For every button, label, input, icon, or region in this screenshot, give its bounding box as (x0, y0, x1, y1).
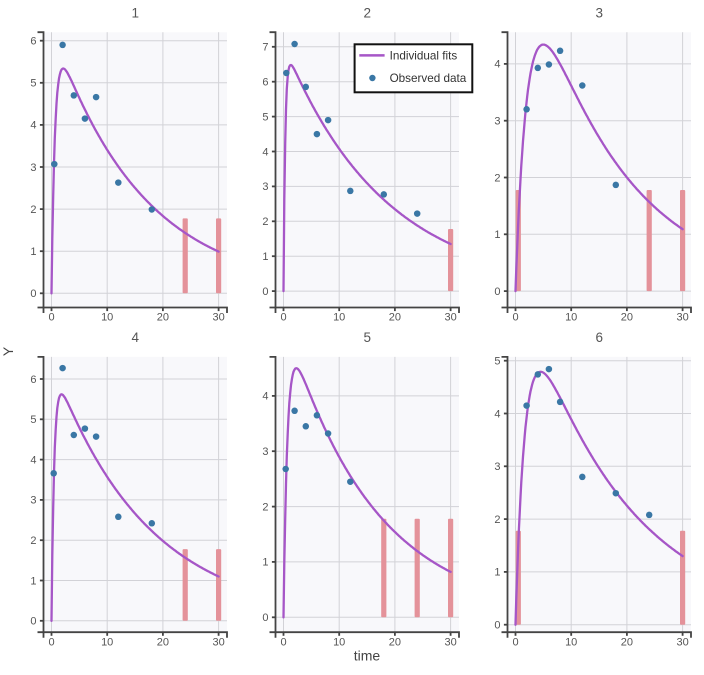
svg-text:time: time (354, 648, 381, 664)
svg-text:3: 3 (262, 446, 268, 458)
svg-text:4: 4 (494, 408, 500, 420)
svg-text:30: 30 (444, 312, 456, 324)
svg-text:5: 5 (30, 414, 36, 426)
svg-text:Y: Y (0, 346, 16, 356)
svg-text:2: 2 (494, 514, 500, 526)
svg-text:30: 30 (212, 312, 224, 324)
svg-text:0: 0 (494, 620, 500, 632)
svg-text:0: 0 (494, 286, 500, 298)
svg-text:4: 4 (131, 330, 139, 345)
svg-text:7: 7 (262, 42, 268, 54)
svg-text:1: 1 (30, 575, 36, 587)
svg-text:3: 3 (30, 495, 36, 507)
svg-text:2: 2 (262, 501, 268, 513)
svg-text:10: 10 (565, 312, 577, 324)
svg-text:5: 5 (494, 356, 500, 368)
svg-text:0: 0 (30, 288, 36, 300)
svg-text:0: 0 (262, 612, 268, 624)
svg-text:1: 1 (30, 246, 36, 258)
svg-text:2: 2 (30, 204, 36, 216)
svg-text:4: 4 (30, 120, 36, 132)
svg-text:3: 3 (262, 181, 268, 193)
svg-text:20: 20 (621, 636, 633, 648)
svg-text:20: 20 (389, 636, 401, 648)
svg-text:2: 2 (30, 535, 36, 547)
svg-text:10: 10 (333, 636, 345, 648)
svg-text:2: 2 (262, 216, 268, 228)
svg-text:3: 3 (595, 6, 603, 21)
svg-text:3: 3 (30, 162, 36, 174)
svg-text:3: 3 (494, 461, 500, 473)
svg-text:20: 20 (157, 636, 169, 648)
svg-text:3: 3 (494, 116, 500, 128)
svg-text:30: 30 (676, 312, 688, 324)
svg-text:4: 4 (30, 454, 36, 466)
svg-text:0: 0 (30, 616, 36, 628)
svg-text:6: 6 (262, 77, 268, 89)
svg-text:Individual fits: Individual fits (390, 50, 458, 63)
svg-text:2: 2 (363, 6, 371, 21)
svg-text:0: 0 (512, 312, 518, 324)
svg-text:10: 10 (101, 636, 113, 648)
svg-text:2: 2 (494, 172, 500, 184)
svg-text:20: 20 (389, 312, 401, 324)
svg-text:4: 4 (494, 59, 500, 71)
svg-text:1: 1 (131, 6, 139, 21)
svg-text:6: 6 (30, 36, 36, 48)
svg-text:1: 1 (262, 251, 268, 263)
svg-text:1: 1 (494, 229, 500, 241)
svg-text:0: 0 (262, 286, 268, 298)
svg-text:4: 4 (262, 391, 268, 403)
svg-text:5: 5 (30, 78, 36, 90)
svg-text:30: 30 (212, 636, 224, 648)
svg-text:6: 6 (30, 374, 36, 386)
svg-text:10: 10 (333, 312, 345, 324)
svg-text:0: 0 (280, 636, 286, 648)
svg-text:1: 1 (262, 557, 268, 569)
svg-text:0: 0 (280, 312, 286, 324)
svg-text:10: 10 (101, 312, 113, 324)
svg-text:4: 4 (262, 146, 268, 158)
svg-text:20: 20 (621, 312, 633, 324)
svg-text:30: 30 (444, 636, 456, 648)
svg-text:5: 5 (363, 330, 371, 345)
svg-text:6: 6 (595, 330, 603, 345)
svg-text:30: 30 (676, 636, 688, 648)
svg-text:5: 5 (262, 111, 268, 123)
svg-text:0: 0 (512, 636, 518, 648)
svg-text:Observed data: Observed data (390, 72, 467, 85)
svg-text:0: 0 (48, 312, 54, 324)
svg-text:20: 20 (157, 312, 169, 324)
svg-text:10: 10 (565, 636, 577, 648)
svg-text:1: 1 (494, 567, 500, 579)
svg-text:0: 0 (48, 636, 54, 648)
